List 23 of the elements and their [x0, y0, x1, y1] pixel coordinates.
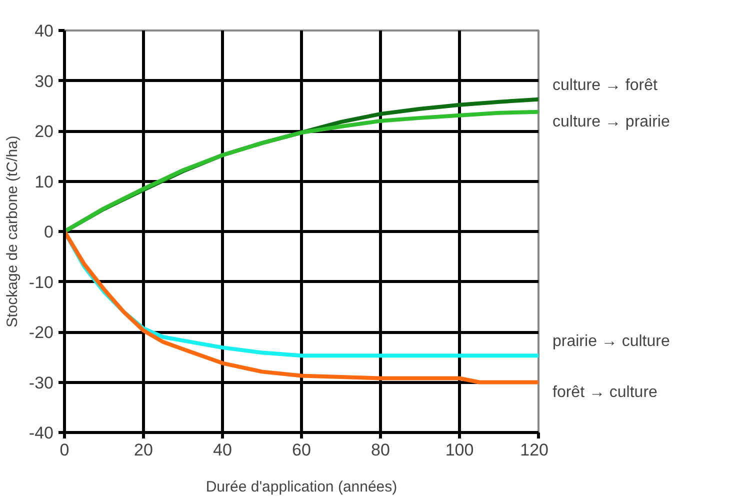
x-tick-label: 80: [371, 440, 390, 460]
series-label: prairie → culture: [552, 333, 670, 350]
x-axis-title: Durée d'application (années): [206, 478, 398, 496]
series-label: culture → prairie: [552, 113, 670, 130]
y-tick-label: -30: [28, 373, 54, 392]
x-tick-label: 0: [60, 440, 70, 460]
x-tick-label: 100: [445, 440, 474, 460]
x-tick-label: 60: [292, 440, 311, 460]
y-tick-label: 20: [34, 122, 54, 141]
y-tick-label: -40: [28, 424, 54, 442]
x-tick-label: 40: [213, 440, 232, 460]
y-tick-label: 10: [34, 172, 54, 192]
line-series: [64, 230, 538, 384]
y-tick-label: -20: [28, 323, 54, 342]
y-tick-label: 30: [34, 72, 54, 91]
series-label: forêt → culture: [552, 384, 658, 401]
x-tick-label: 120: [520, 440, 549, 460]
y-tick-label: 0: [44, 222, 54, 242]
x-tick-label: 20: [134, 440, 153, 460]
y-tick-label: -10: [28, 272, 54, 292]
series-label: culture → forêt: [552, 76, 658, 94]
y-tick-label: 40: [34, 22, 54, 40]
y-axis-title: Stockage de carbone (tC/ha): [4, 136, 21, 328]
